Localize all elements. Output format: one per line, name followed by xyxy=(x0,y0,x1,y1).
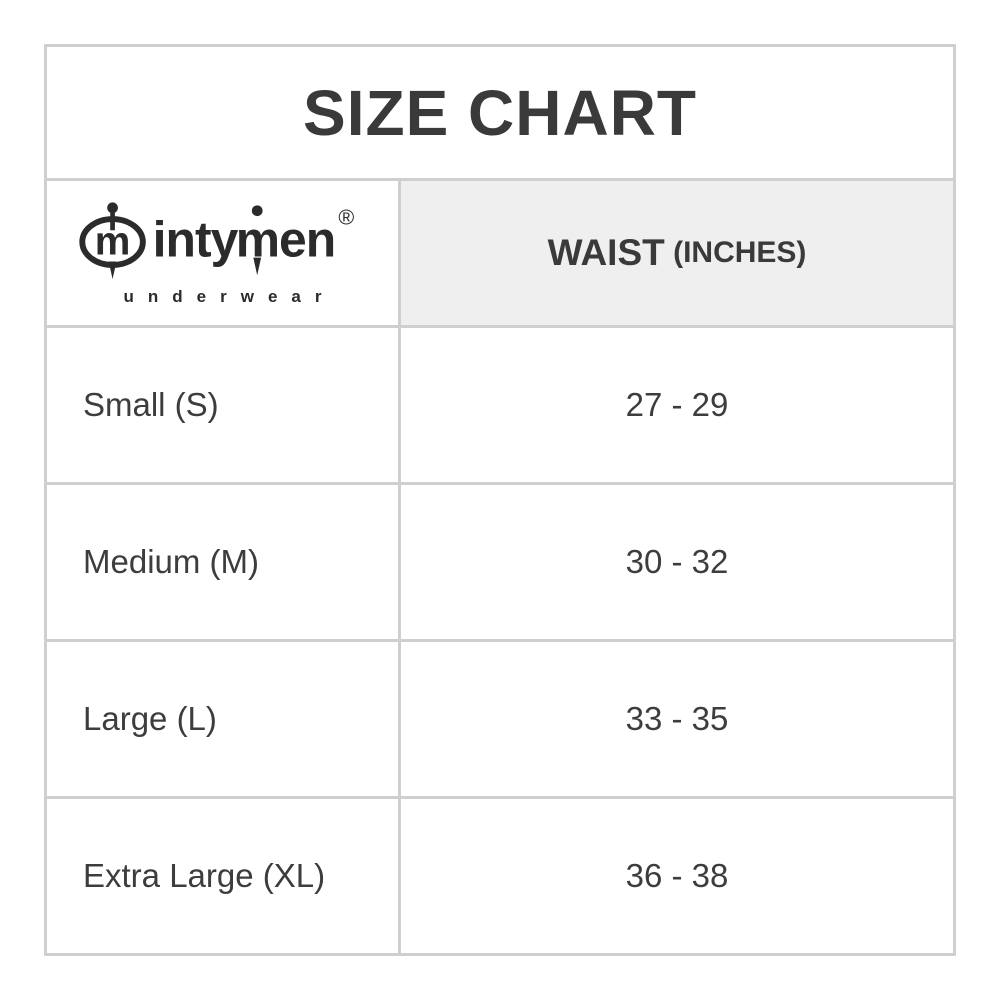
size-label: Extra Large (XL) xyxy=(47,799,401,953)
size-label: Medium (M) xyxy=(47,485,401,639)
brand-name-trailing: men xyxy=(235,212,335,268)
size-label: Small (S) xyxy=(47,328,401,482)
waist-value: 30 - 32 xyxy=(401,485,953,639)
page-title: SIZE CHART xyxy=(303,76,697,149)
m-dot-icon xyxy=(251,205,263,217)
waist-value: 36 - 38 xyxy=(401,799,953,953)
title-row: SIZE CHART xyxy=(47,47,953,181)
registered-mark: ® xyxy=(338,205,354,229)
brand-emblem-icon: m xyxy=(78,202,146,280)
waist-value: 27 - 29 xyxy=(401,328,953,482)
brand-tagline: underwear xyxy=(123,287,336,306)
waist-value: 33 - 35 xyxy=(401,642,953,796)
svg-text:m: m xyxy=(94,220,130,264)
table-row: Small (S) 27 - 29 xyxy=(47,328,953,485)
m-tail-icon xyxy=(252,257,261,276)
size-label: Large (L) xyxy=(47,642,401,796)
brand-cell: m inty men ® underwear xyxy=(47,181,401,325)
waist-header-cell: WAIST (INCHES) xyxy=(401,181,953,325)
intymen-logo: m inty men ® xyxy=(78,202,354,280)
table-header-row: m inty men ® underwear WAIST (INCHES) xyxy=(47,181,953,328)
waist-header-label: WAIST xyxy=(547,232,665,273)
waist-header-unit: (INCHES) xyxy=(664,236,807,269)
size-chart-table: SIZE CHART m inty men ® xyxy=(44,44,956,956)
table-row: Medium (M) 30 - 32 xyxy=(47,485,953,642)
brand-name-leading: inty xyxy=(152,212,238,268)
table-row: Extra Large (XL) 36 - 38 xyxy=(47,799,953,953)
table-row: Large (L) 33 - 35 xyxy=(47,642,953,799)
